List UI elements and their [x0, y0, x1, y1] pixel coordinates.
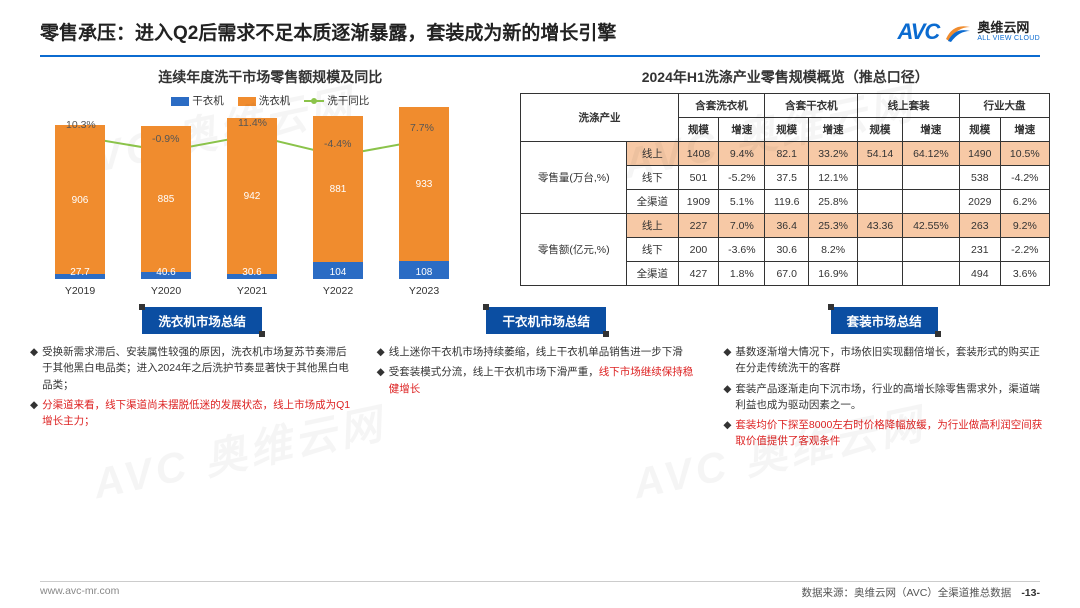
chart-title: 连续年度洗干市场零售额规模及同比: [30, 67, 510, 87]
line-value-label: -4.4%: [324, 138, 351, 150]
line-value-label: 10.3%: [66, 119, 96, 131]
page-number: -13-: [1021, 587, 1040, 599]
tag-washer: 洗衣机市场总结: [142, 307, 262, 334]
legend-dryer-swatch: [171, 97, 189, 106]
bullet-col-3: ◆基数逐渐增大情况下，市场依旧实现翻倍增长，套装形式的购买正在分走传统洗干的客群…: [723, 344, 1050, 454]
bar-washer-label: 906: [55, 195, 105, 206]
legend-dryer-label: 干衣机: [192, 95, 224, 107]
line-value-label: 11.4%: [238, 117, 267, 129]
header: 零售承压：进入Q2后需求不足本质逐渐暴露，套装成为新的增长引擎 AVC 奥维云网…: [0, 0, 1080, 53]
x-axis-label: Y2021: [227, 285, 277, 297]
legend-washer-label: 洗衣机: [259, 95, 291, 107]
legend-line-swatch: [304, 100, 324, 102]
line-value-label: -0.9%: [152, 133, 179, 145]
x-axis-label: Y2020: [141, 285, 191, 297]
chart-legend: 干衣机 洗衣机 洗干同比: [30, 93, 510, 108]
x-axis-label: Y2022: [313, 285, 363, 297]
footer-url: www.avc-mr.com: [40, 585, 119, 600]
legend-washer-swatch: [238, 97, 256, 106]
bar-dryer-label: 30.6: [227, 267, 277, 278]
bar-dryer-label: 27.7: [55, 267, 105, 278]
bar-dryer-label: 40.6: [141, 267, 191, 278]
page-title: 零售承压：进入Q2后需求不足本质逐渐暴露，套装成为新的增长引擎: [40, 18, 616, 45]
tag-set: 套装市场总结: [831, 307, 938, 334]
summary-tags: 洗衣机市场总结 干衣机市场总结 套装市场总结: [30, 307, 1050, 334]
x-axis-label: Y2023: [399, 285, 449, 297]
bar-washer-label: 885: [141, 194, 191, 205]
bullet-item: ◆基数逐渐增大情况下，市场依旧实现翻倍增长，套装形式的购买正在分走传统洗干的客群: [723, 344, 1050, 377]
logo-text: AVC: [897, 19, 939, 45]
footer: www.avc-mr.com 数据来源：奥维云网（AVC）全渠道推总数据 -13-: [0, 585, 1080, 600]
bullet-col-2: ◆线上迷你干衣机市场持续萎缩，线上干衣机单品销售进一步下滑 ◆受套装模式分流，线上…: [377, 344, 704, 454]
bar-dryer-label: 108: [399, 267, 449, 278]
legend-line-label: 洗干同比: [327, 95, 369, 107]
bullet-item: ◆套装产品逐渐走向下沉市场，行业的高增长除零售需求外，渠道端利益也成为驱动因素之…: [723, 381, 1050, 414]
logo: AVC 奥维云网 ALL VIEW CLOUD: [897, 19, 1040, 45]
tag-dryer: 干衣机市场总结: [486, 307, 606, 334]
logo-swoosh-icon: [945, 21, 971, 43]
bullet-item: ◆分渠道来看，线下渠道尚未摆脱低迷的发展状态，线上市场成为Q1增长主力；: [30, 397, 357, 430]
bullet-col-1: ◆受换新需求滞后、安装属性较强的原因，洗衣机市场复苏节奏滞后于其他黑白电品类；进…: [30, 344, 357, 454]
table-panel: 2024年H1洗涤产业零售规模概览（推总口径） 洗涤产业含套洗衣机含套干衣机线上…: [520, 67, 1050, 297]
bullet-item: ◆受套装模式分流，线上干衣机市场下滑严重，线下市场继续保持稳健增长: [377, 364, 704, 397]
chart-plot: 906 27.7 Y2019 10.3% 885 40.6 Y2020 -0.9% 942 30.…: [30, 112, 490, 297]
line-value-label: 7.7%: [410, 122, 434, 134]
bullet-item: ◆受换新需求滞后、安装属性较强的原因，洗衣机市场复苏节奏滞后于其他黑白电品类；进…: [30, 344, 357, 393]
footer-divider: [40, 581, 1040, 582]
data-table: 洗涤产业含套洗衣机含套干衣机线上套装行业大盘规模增速规模增速规模增速规模增速零售…: [520, 93, 1050, 286]
bar-washer-label: 933: [399, 179, 449, 190]
summary-bullets: ◆受换新需求滞后、安装属性较强的原因，洗衣机市场复苏节奏滞后于其他黑白电品类；进…: [0, 340, 1080, 454]
x-axis-label: Y2019: [55, 285, 105, 297]
footer-source: 数据来源：奥维云网（AVC）全渠道推总数据: [802, 587, 1012, 599]
bullet-item: ◆套装均价下探至8000左右时价格降幅放缓，为行业做高利润空间获取价值提供了客观…: [723, 417, 1050, 450]
logo-cn: 奥维云网: [977, 21, 1040, 35]
chart-panel: 连续年度洗干市场零售额规模及同比 干衣机 洗衣机 洗干同比 906 27.7 Y20…: [30, 67, 510, 297]
bar-dryer-label: 104: [313, 267, 363, 278]
bullet-item: ◆线上迷你干衣机市场持续萎缩，线上干衣机单品销售进一步下滑: [377, 344, 704, 360]
bar-washer-label: 942: [227, 191, 277, 202]
logo-en: ALL VIEW CLOUD: [977, 35, 1040, 42]
bar-washer-label: 881: [313, 184, 363, 195]
table-title: 2024年H1洗涤产业零售规模概览（推总口径）: [520, 67, 1050, 87]
